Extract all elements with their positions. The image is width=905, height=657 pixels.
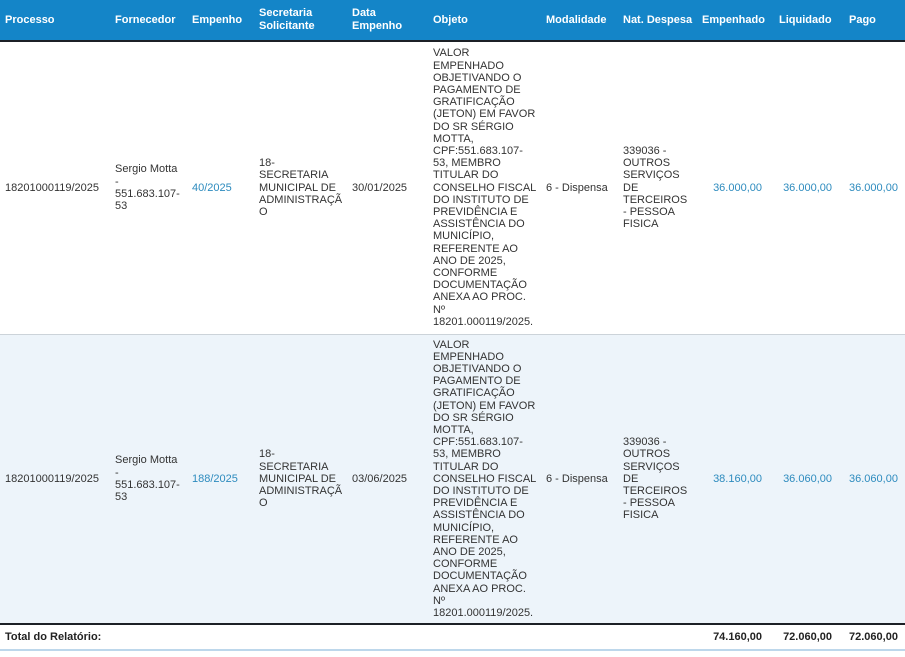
cell-modalidade: 6 - Dispensa <box>541 41 618 335</box>
table-row: 18201000119/2025 Sergio Motta - 551.683.… <box>0 334 905 626</box>
total-empenhado: 74.160,00 <box>697 624 774 652</box>
empenho-link[interactable]: 40/2025 <box>192 181 232 194</box>
col-header-secretaria: Secretaria Solicitante <box>254 0 347 42</box>
cell-nat-despesa: 339036 - OUTROS SERVIÇOS DE TERCEIROS - … <box>618 334 697 626</box>
cell-nat-despesa: 339036 - OUTROS SERVIÇOS DE TERCEIROS - … <box>618 41 697 335</box>
cell-objeto: VALOR EMPENHADO OBJETIVANDO O PAGAMENTO … <box>428 334 541 626</box>
cell-empenhado: 38.160,00 <box>697 334 774 626</box>
table-header-row: Processo Fornecedor Empenho Secretaria S… <box>0 0 905 42</box>
col-header-empenhado: Empenhado <box>697 0 774 42</box>
cell-modalidade: 6 - Dispensa <box>541 334 618 626</box>
cell-fornecedor: Sergio Motta - 551.683.107-53 <box>110 334 187 626</box>
cell-pago: 36.060,00 <box>844 334 905 626</box>
table-footer-row: Total do Relatório: 74.160,00 72.060,00 … <box>0 624 905 652</box>
cell-liquidado: 36.060,00 <box>774 334 844 626</box>
cell-processo: 18201000119/2025 <box>0 41 110 335</box>
cell-data-empenho: 03/06/2025 <box>347 334 428 626</box>
col-header-nat-despesa: Nat. Despesa <box>618 0 697 42</box>
cell-objeto: VALOR EMPENHADO OBJETIVANDO O PAGAMENTO … <box>428 41 541 335</box>
col-header-pago: Pago <box>844 0 905 42</box>
total-liquidado: 72.060,00 <box>774 624 844 652</box>
cell-data-empenho: 30/01/2025 <box>347 41 428 335</box>
cell-processo: 18201000119/2025 <box>0 334 110 626</box>
cell-secretaria: 18-SECRETARIA MUNICIPAL DE ADMINISTRAÇÃO <box>254 41 347 335</box>
cell-empenho: 40/2025 <box>187 41 254 335</box>
cell-liquidado: 36.000,00 <box>774 41 844 335</box>
empenho-link[interactable]: 188/2025 <box>192 472 238 485</box>
col-header-liquidado: Liquidado <box>774 0 844 42</box>
cell-empenho: 188/2025 <box>187 334 254 626</box>
table-row: 18201000119/2025 Sergio Motta - 551.683.… <box>0 41 905 335</box>
col-header-objeto: Objeto <box>428 0 541 42</box>
cell-secretaria: 18-SECRETARIA MUNICIPAL DE ADMINISTRAÇÃO <box>254 334 347 626</box>
col-header-data-empenho: Data Empenho <box>347 0 428 42</box>
col-header-processo: Processo <box>0 0 110 42</box>
cell-pago: 36.000,00 <box>844 41 905 335</box>
total-label: Total do Relatório: <box>0 624 697 652</box>
cell-empenhado: 36.000,00 <box>697 41 774 335</box>
col-header-fornecedor: Fornecedor <box>110 0 187 42</box>
col-header-modalidade: Modalidade <box>541 0 618 42</box>
total-pago: 72.060,00 <box>844 624 905 652</box>
col-header-empenho: Empenho <box>187 0 254 42</box>
cell-fornecedor: Sergio Motta - 551.683.107-53 <box>110 41 187 335</box>
